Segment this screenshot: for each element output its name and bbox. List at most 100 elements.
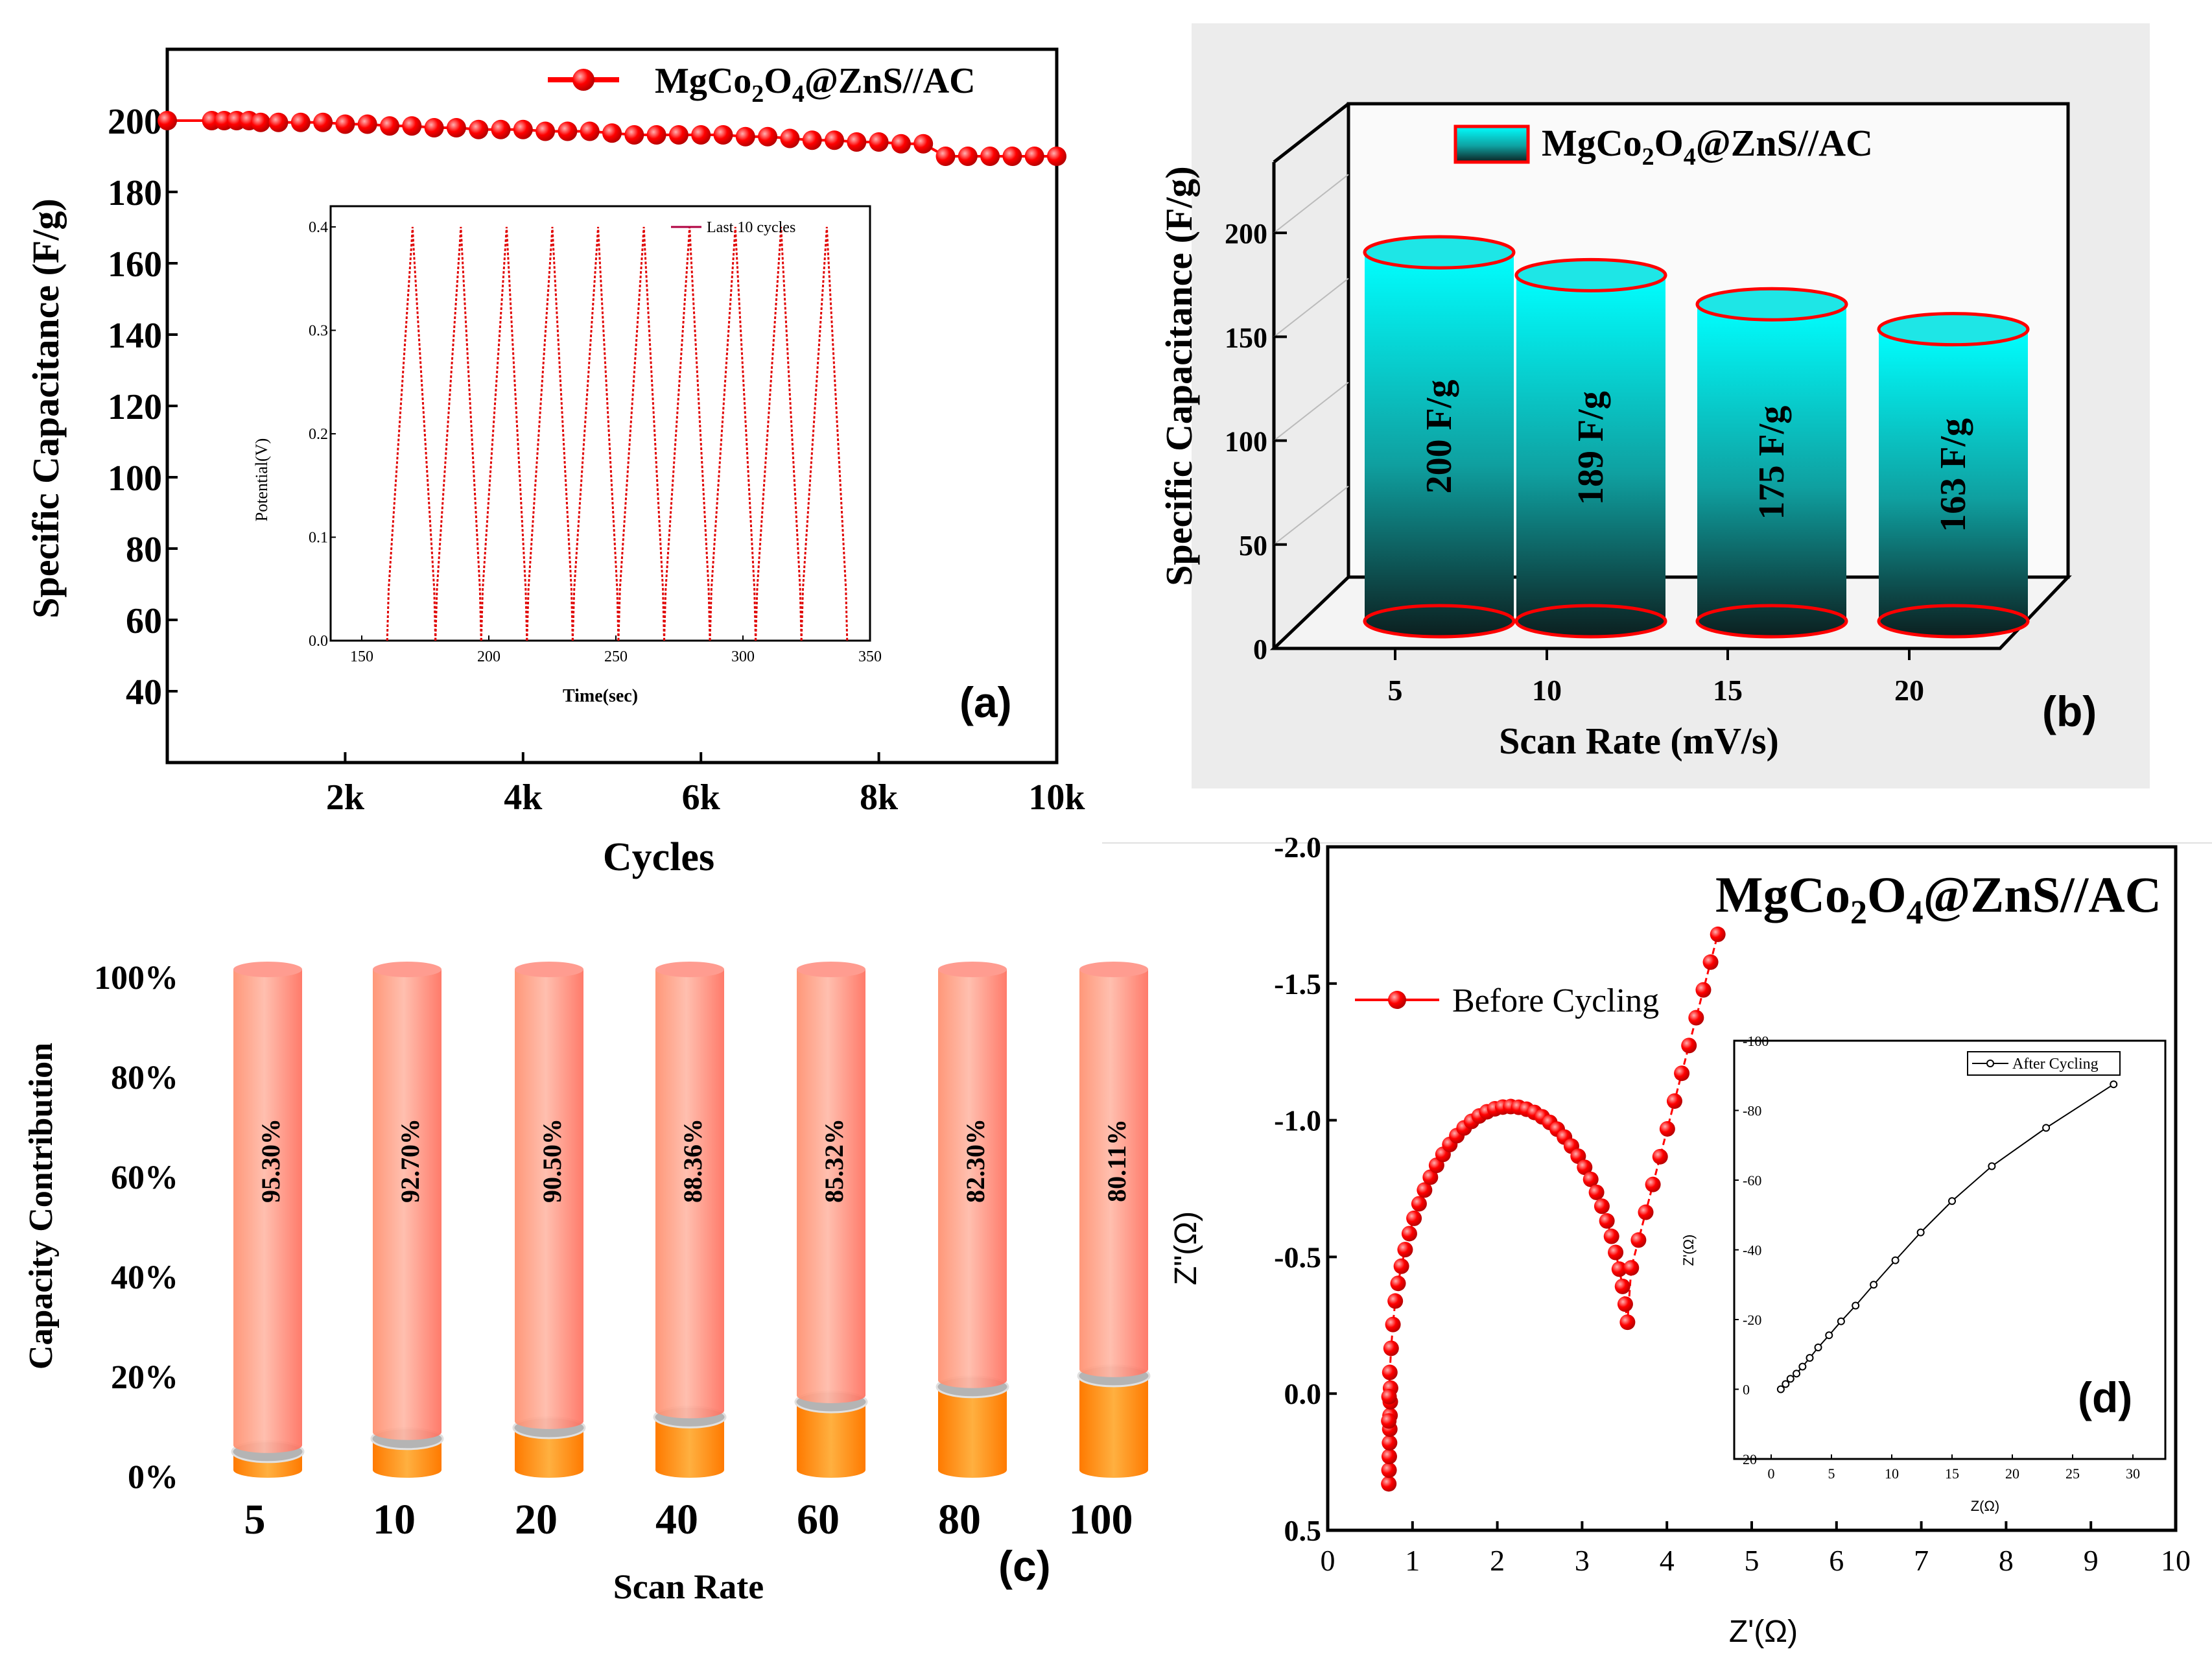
data-point <box>1594 1198 1610 1215</box>
panel-d-inset-frame <box>1733 1039 2167 1460</box>
data-point <box>268 112 288 132</box>
data-point <box>802 130 822 150</box>
capacitive-segment <box>1079 969 1148 1377</box>
y-tick-label: -2.0 <box>1274 831 1321 864</box>
x-tick-label: 6 <box>1829 1544 1844 1577</box>
bar-value-label: 163 F/g <box>1933 418 1973 532</box>
data-point <box>1382 1364 1398 1381</box>
y-tick-label: 100% <box>94 960 178 997</box>
data-point <box>1393 1258 1409 1274</box>
y-tick-label: 200 <box>1225 218 1267 250</box>
inset-x-tick-label: 15 <box>1945 1465 1959 1482</box>
inset-data-point <box>1782 1380 1790 1388</box>
inset-y-tick-label: -60 <box>1743 1172 1761 1189</box>
data-point <box>1002 147 1022 166</box>
bar-base <box>1514 604 1667 639</box>
bar-value-label: 88.36% <box>678 1119 707 1203</box>
data-point <box>1577 1159 1593 1176</box>
bar-cylinder <box>1697 304 1846 637</box>
y-tick-label: 0 <box>1253 634 1267 665</box>
y-tick-label: 160 <box>108 244 162 285</box>
x-tick-label: 2 <box>1490 1544 1505 1577</box>
data-point <box>1688 1010 1704 1026</box>
data-point <box>1385 1316 1401 1333</box>
bar-value-label: 175 F/g <box>1752 406 1792 520</box>
data-point <box>646 125 666 145</box>
y-tick-label: 40 <box>126 672 162 713</box>
inset-data-point <box>1786 1375 1794 1383</box>
inset-y-tick-label: 0.2 <box>309 426 328 443</box>
y-tick-label: 0.0 <box>1284 1377 1322 1410</box>
data-point <box>313 112 333 132</box>
inset-data-point <box>2110 1080 2118 1089</box>
gridline <box>1273 174 1349 233</box>
y-tick-label: 50 <box>1239 530 1267 562</box>
inset-x-tick-label: 20 <box>2005 1465 2019 1482</box>
data-point <box>290 112 311 132</box>
bar-cylinder <box>1516 275 1665 637</box>
data-point <box>624 125 644 145</box>
bar-top <box>1363 235 1516 270</box>
panel-d-annotation: (d) <box>2078 1373 2132 1421</box>
x-tick-label: 20 <box>515 1496 558 1543</box>
inset-data-point <box>1916 1228 1925 1237</box>
bar-top <box>373 962 441 977</box>
data-point <box>1390 1275 1406 1292</box>
inset-data-point <box>2042 1124 2051 1132</box>
data-point <box>1645 1176 1661 1192</box>
data-point <box>158 111 177 130</box>
panel-d-inset: 0 5 10 15 20 25 30 20 0 -20 -40 -60 -80 -100 After Cy… <box>1680 1033 2167 1514</box>
bar-top <box>515 962 583 977</box>
x-tick-label: 7 <box>1914 1544 1929 1577</box>
data-point <box>1411 1196 1427 1212</box>
diffusion-segment <box>655 1417 724 1478</box>
bar-base <box>1877 604 2030 639</box>
y-tick-label: 80 <box>126 530 162 570</box>
data-point <box>1617 1296 1633 1312</box>
data-point <box>1710 926 1726 942</box>
y-tick-label: -0.5 <box>1274 1240 1321 1274</box>
capacitive-segment <box>233 969 302 1453</box>
panel-d-inset-legend: After Cycling <box>2012 1056 2099 1073</box>
y-tick-label: 0.5 <box>1284 1514 1322 1547</box>
x-tick-label: 40 <box>655 1496 698 1543</box>
x-tick-label: 8 <box>1999 1544 2014 1577</box>
data-point <box>1619 1314 1636 1331</box>
inset-y-tick-label: -80 <box>1743 1103 1761 1119</box>
inset-y-tick-label: 0.4 <box>309 219 328 236</box>
y-tick-label: 120 <box>108 387 162 427</box>
gridline <box>1273 381 1349 442</box>
x-tick-label: 4 <box>1660 1544 1675 1577</box>
x-tick-label: 3 <box>1575 1544 1590 1577</box>
panel-a-inset-frame <box>329 205 871 642</box>
bar-value-label: 85.32% <box>819 1119 849 1203</box>
x-tick-label: 1 <box>1405 1544 1420 1577</box>
inset-data-point <box>1798 1362 1807 1371</box>
data-point <box>1630 1232 1647 1248</box>
data-point <box>1666 1093 1682 1109</box>
y-tick-label: 40% <box>111 1259 178 1296</box>
panel-b-legend: MgCo2O4@ZnS//AC <box>1453 122 1873 171</box>
data-point <box>780 128 800 148</box>
data-point <box>1588 1184 1605 1200</box>
charge-discharge-cycle <box>480 226 528 641</box>
panel-c-xlabel: Scan Rate <box>613 1567 764 1606</box>
y-tick-label: 60% <box>111 1159 178 1196</box>
legend-swatch-icon <box>1453 124 1530 164</box>
inset-x-tick-label: 30 <box>2126 1465 2140 1482</box>
y-tick-label: 100 <box>108 458 162 499</box>
bar-cylinder <box>1879 329 2028 637</box>
data-point <box>602 123 622 143</box>
data-point <box>1695 982 1712 998</box>
data-point <box>1397 1242 1413 1258</box>
bar-top <box>233 962 302 977</box>
panel-d-inset-legend-box <box>1967 1051 2121 1076</box>
capacitive-segment <box>373 969 441 1440</box>
bar-value-label: 82.30% <box>961 1119 990 1203</box>
diffusion-segment <box>797 1401 865 1478</box>
panel-d-inset-ylabel: Z'(Ω) <box>1680 1235 1697 1266</box>
data-point <box>1702 954 1719 970</box>
inset-x-tick-label: 300 <box>731 648 755 665</box>
inset-data-point <box>1793 1369 1801 1378</box>
data-point <box>469 119 489 139</box>
